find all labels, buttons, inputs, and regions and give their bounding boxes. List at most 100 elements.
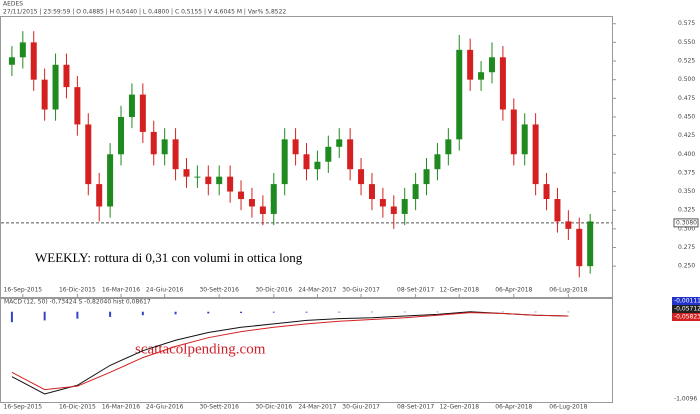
x-tick-label: 24-Mar-2017 xyxy=(298,404,336,411)
watermark: scattacolpending.com xyxy=(135,341,266,357)
y-tick-label: 0.525 xyxy=(678,58,695,65)
histogram-bar xyxy=(305,311,308,313)
candle-body xyxy=(19,42,26,58)
histogram-bar xyxy=(174,311,177,315)
last-box xyxy=(672,305,700,313)
candle-body xyxy=(161,139,168,155)
candle-body xyxy=(543,184,550,200)
candle-body xyxy=(172,139,179,170)
histogram-bar xyxy=(403,311,406,313)
candle-body xyxy=(238,191,245,200)
candle-body xyxy=(150,131,157,155)
last-label: -0,05712 xyxy=(674,306,700,313)
candle-body xyxy=(118,116,125,155)
candle-body xyxy=(532,124,539,185)
info: 27/11/2015 | 23:59:59 | O 0,4885 | H 0,5… xyxy=(3,9,286,16)
histogram-bar xyxy=(240,311,243,314)
price-label: 0.3080 xyxy=(676,219,697,226)
candle-body xyxy=(194,176,201,178)
candle-body xyxy=(521,124,528,155)
last-box xyxy=(672,313,700,321)
y-tick-label: 0.450 xyxy=(678,113,695,120)
histogram-bar xyxy=(141,311,144,316)
candle-body xyxy=(74,87,81,125)
candle-body xyxy=(8,57,15,65)
histogram-bar xyxy=(370,311,373,313)
x-tick-label: 06-Apr-2018 xyxy=(495,404,532,411)
macd-line xyxy=(11,311,569,395)
y-tick-label: 0.425 xyxy=(678,132,695,139)
histogram-bar xyxy=(109,311,112,317)
candle-body xyxy=(358,169,365,185)
y-tick-label: 0.250 xyxy=(678,263,695,270)
candle-body xyxy=(259,206,266,214)
candle-body xyxy=(587,221,594,267)
candle-body xyxy=(227,176,234,192)
x-tick-label: 08-Set-2017 xyxy=(397,287,434,294)
candle-body xyxy=(216,176,223,185)
last-label: -0,05823 xyxy=(674,314,700,321)
last-box xyxy=(672,297,700,305)
candle-body xyxy=(379,199,386,207)
y-tick-label: 0.550 xyxy=(678,39,695,46)
histogram-bar xyxy=(76,311,79,319)
histogram-bar xyxy=(534,311,537,313)
y-tick-label: 0.500 xyxy=(678,76,695,83)
y-tick-label: 0.350 xyxy=(678,188,695,195)
candle-body xyxy=(41,79,48,110)
y-tick-label: -1,0096 xyxy=(674,396,697,403)
histogram-bar xyxy=(436,311,439,313)
histogram-bar xyxy=(207,311,210,314)
candle-body xyxy=(205,176,212,185)
candle-body xyxy=(30,42,37,80)
x-tick-label: 30-Sett-2016 xyxy=(199,404,239,411)
x-tick-label: 16-Dic-2015 xyxy=(59,404,96,411)
candle-body xyxy=(292,139,299,155)
candle-body xyxy=(52,64,59,110)
candle-body xyxy=(336,139,343,147)
x-tick-label: 30-Sett-2016 xyxy=(199,287,239,294)
candle-body xyxy=(434,154,441,170)
histogram-bar xyxy=(567,311,570,313)
x-tick-label: 16-Mar-2016 xyxy=(102,287,140,294)
candle-body xyxy=(128,94,135,117)
x-tick-label: 24-Giu-2016 xyxy=(146,287,184,294)
macd-line xyxy=(11,312,569,391)
x-tick-label: 06-Lug-2018 xyxy=(549,404,587,411)
candle-body xyxy=(456,49,463,140)
y-tick-label: 0.275 xyxy=(678,244,695,251)
histogram-bar xyxy=(43,311,46,321)
last-label: -0,00111 xyxy=(674,298,700,305)
macd-title: MACD (12, 50) -0,73424 S -0,82040 hist 0… xyxy=(4,299,151,306)
x-tick-label: 12-Gen-2018 xyxy=(439,287,479,294)
x-tick-label: 30-Dic-2016 xyxy=(255,287,292,294)
y-tick-label: 0.375 xyxy=(678,169,695,176)
x-tick-label: 16-Mar-2016 xyxy=(102,404,140,411)
x-tick-label: 30-Giu-2017 xyxy=(342,287,380,294)
x-tick-label: 08-Set-2017 xyxy=(397,404,434,411)
candle-body xyxy=(314,161,321,170)
candle-body xyxy=(401,199,408,214)
y-tick-label: 0.475 xyxy=(678,95,695,102)
x-tick-label: 16-Dic-2015 xyxy=(59,287,96,294)
candle-body xyxy=(248,199,255,207)
candle-body xyxy=(565,221,572,229)
candle-body xyxy=(499,57,506,110)
candle-body xyxy=(183,169,190,177)
candle-body xyxy=(467,49,474,80)
x-tick-label: 24-Giu-2016 xyxy=(146,404,184,411)
histogram-bar xyxy=(10,311,13,323)
candle-body xyxy=(325,146,332,162)
candle-body xyxy=(510,109,517,155)
candle-body xyxy=(368,184,375,200)
candle-body xyxy=(107,154,114,207)
x-tick-label: 30-Giu-2017 xyxy=(342,404,380,411)
histogram-bar xyxy=(501,311,504,313)
candle-body xyxy=(347,139,354,170)
main-frame xyxy=(0,16,613,298)
candle-body xyxy=(270,184,277,214)
x-tick-label: 30-Dic-2016 xyxy=(255,404,292,411)
